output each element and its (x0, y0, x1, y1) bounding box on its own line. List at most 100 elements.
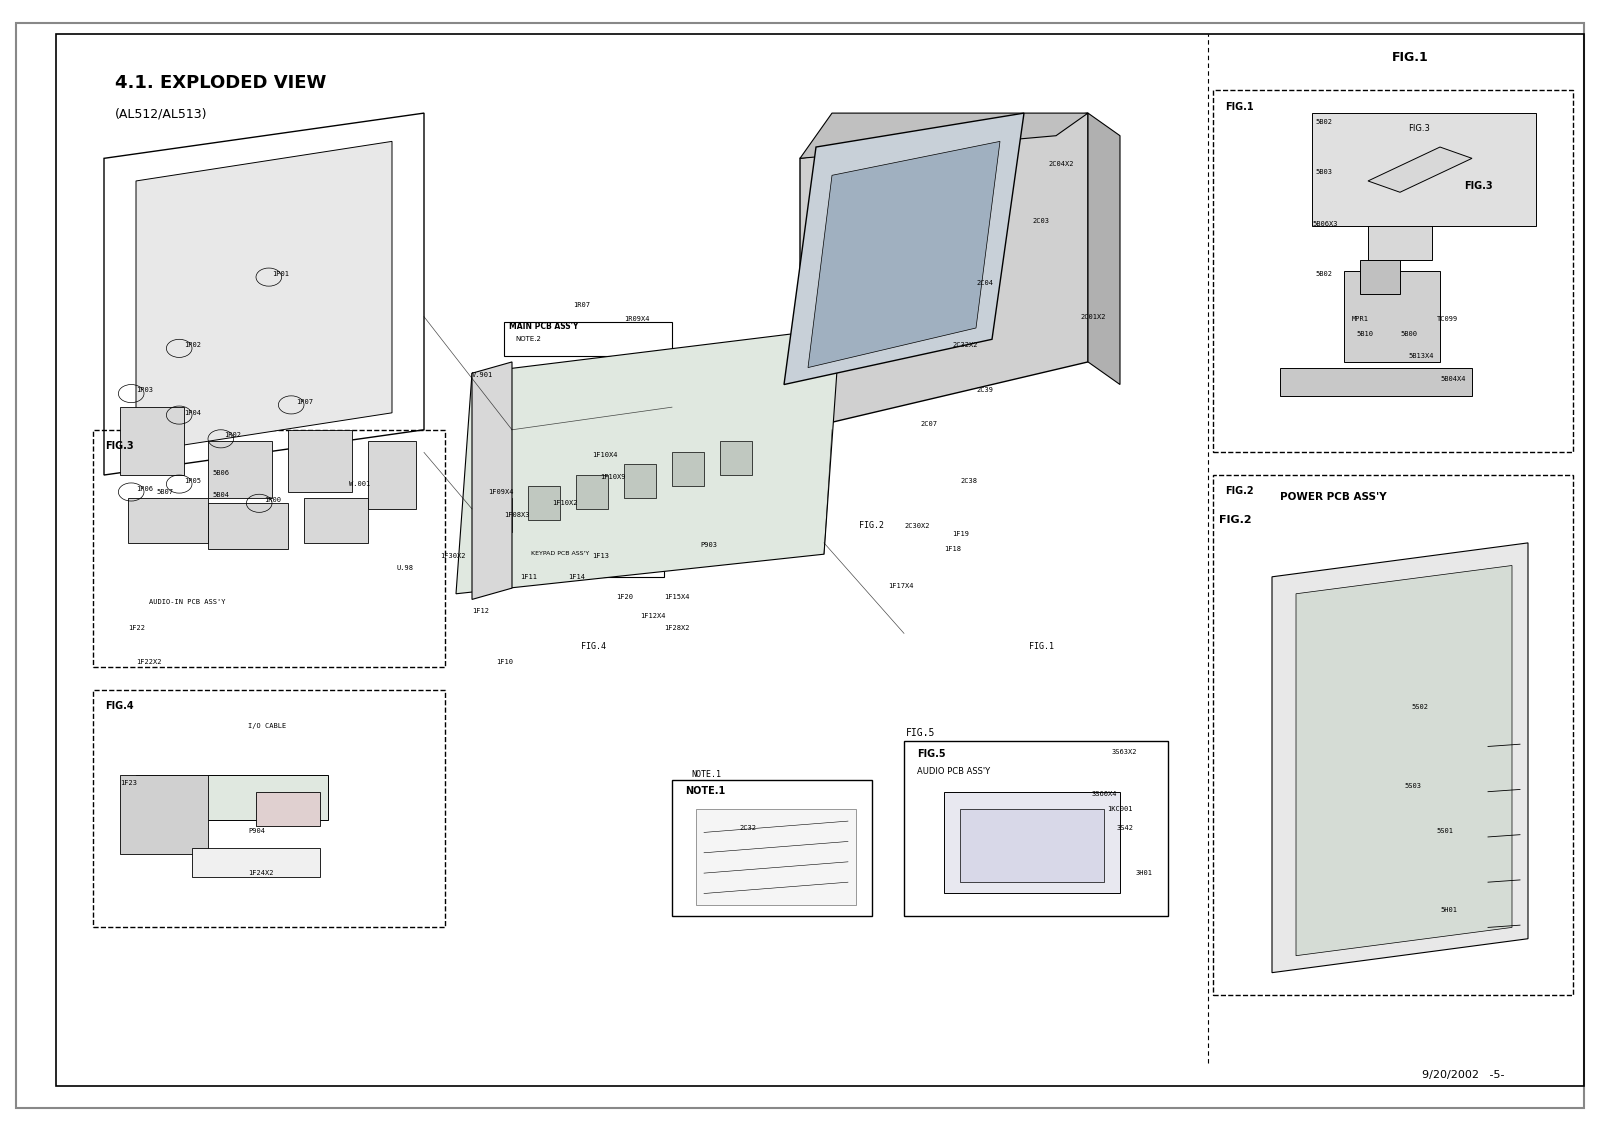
Text: FIG.2: FIG.2 (859, 521, 885, 530)
Text: FIG.3: FIG.3 (1464, 181, 1493, 191)
Text: FIG.4: FIG.4 (106, 701, 134, 711)
Text: 1F15X4: 1F15X4 (664, 594, 690, 601)
Bar (576, 475, 608, 509)
Text: 4.1. EXPLODED VIEW: 4.1. EXPLODED VIEW (115, 74, 326, 92)
Polygon shape (1296, 566, 1512, 956)
Bar (1368, 204, 1432, 260)
Bar (120, 407, 184, 475)
Bar (624, 464, 656, 498)
Text: 1P02: 1P02 (184, 342, 202, 348)
Text: POWER PCB ASS'Y: POWER PCB ASS'Y (1280, 492, 1387, 502)
Text: 1F09X4: 1F09X4 (488, 489, 514, 495)
Text: 1P07: 1P07 (296, 398, 314, 405)
Text: 1F13: 1F13 (592, 553, 610, 560)
Text: 3H01: 3H01 (1136, 870, 1154, 877)
Text: KEYPAD PCB ASS'Y: KEYPAD PCB ASS'Y (531, 551, 589, 555)
Text: 5S02: 5S02 (1411, 703, 1429, 710)
Text: AUDIO-IN PCB ASS'Y: AUDIO-IN PCB ASS'Y (149, 598, 226, 605)
Text: 1F10: 1F10 (496, 658, 514, 665)
Text: FIG.2: FIG.2 (1226, 486, 1254, 497)
Text: 2C04: 2C04 (976, 279, 994, 286)
Bar (256, 792, 320, 826)
Text: FIG.3: FIG.3 (1408, 124, 1430, 133)
Text: 1F12X4: 1F12X4 (640, 613, 666, 620)
Bar (944, 792, 1120, 893)
Bar (528, 486, 560, 520)
Polygon shape (800, 113, 1088, 158)
Polygon shape (1368, 147, 1472, 192)
Text: 1F18: 1F18 (944, 545, 962, 552)
Text: NOTE.1: NOTE.1 (691, 770, 722, 779)
Text: 5B00: 5B00 (1400, 330, 1418, 337)
Polygon shape (784, 113, 1024, 385)
Text: 2C01X2: 2C01X2 (1080, 313, 1106, 320)
Text: 5B04: 5B04 (213, 492, 230, 499)
Text: 5B10: 5B10 (1357, 330, 1374, 337)
Text: 1P06: 1P06 (136, 485, 154, 492)
Bar (1213, 475, 1573, 995)
Text: NOTE.2: NOTE.2 (515, 336, 541, 342)
Text: 5B06X3: 5B06X3 (1312, 221, 1338, 227)
Text: 1F17X4: 1F17X4 (888, 582, 914, 589)
Text: 5B04X4: 5B04X4 (1440, 375, 1466, 382)
Bar (480, 498, 512, 532)
Text: 1F12: 1F12 (472, 607, 490, 614)
Text: TC099: TC099 (1437, 316, 1458, 322)
Text: FIG.2: FIG.2 (1219, 515, 1251, 525)
Bar (720, 441, 752, 475)
Polygon shape (800, 113, 1088, 430)
Text: I/O CABLE: I/O CABLE (248, 723, 286, 729)
Text: 2C03: 2C03 (1032, 217, 1050, 224)
Text: 2C07: 2C07 (920, 421, 938, 428)
Bar (672, 452, 704, 486)
Text: 5B03: 5B03 (1315, 169, 1333, 175)
Text: 1P03: 1P03 (136, 387, 154, 394)
Text: 5B07: 5B07 (157, 489, 174, 495)
Bar (904, 741, 1168, 916)
Text: FIG.5: FIG.5 (906, 728, 934, 737)
Polygon shape (1088, 113, 1120, 385)
Text: 1KC001: 1KC001 (1107, 805, 1133, 812)
Text: 1R00: 1R00 (264, 497, 282, 503)
Text: V.901: V.901 (472, 372, 493, 379)
Text: AUDIO PCB ASS'Y: AUDIO PCB ASS'Y (917, 767, 990, 776)
Text: 1F10X4: 1F10X4 (592, 451, 618, 458)
Text: 1F08X3: 1F08X3 (504, 511, 530, 518)
Text: MAIN PCB ASS'Y: MAIN PCB ASS'Y (509, 322, 578, 331)
Bar (208, 441, 272, 498)
Text: 2C39: 2C39 (976, 387, 994, 394)
Bar (128, 498, 208, 543)
Bar (672, 780, 872, 916)
Text: 5B13X4: 5B13X4 (1408, 353, 1434, 360)
Text: 1F22: 1F22 (128, 624, 146, 631)
Text: 1P01: 1P01 (272, 270, 290, 277)
Text: FIG.1: FIG.1 (1226, 102, 1254, 112)
Text: 1F19: 1F19 (952, 530, 970, 537)
Text: 1R09X4: 1R09X4 (624, 316, 650, 322)
Bar (1213, 90, 1573, 452)
Bar (93, 690, 445, 927)
Bar (504, 322, 672, 356)
Text: 5B02: 5B02 (1315, 119, 1333, 126)
Bar (288, 430, 352, 492)
Bar (208, 503, 288, 549)
Text: 5S03: 5S03 (1405, 783, 1422, 789)
Text: 3S60X4: 3S60X4 (1091, 791, 1117, 797)
Text: FIG.1: FIG.1 (1029, 642, 1054, 651)
Text: 5H01: 5H01 (1440, 907, 1458, 914)
Text: W.001: W.001 (349, 481, 370, 487)
Text: P903: P903 (701, 542, 718, 549)
Text: 2C04X2: 2C04X2 (1048, 161, 1074, 167)
Text: MPR1: MPR1 (1352, 316, 1370, 322)
Text: FIG.4: FIG.4 (581, 642, 606, 651)
Text: 3S63X2: 3S63X2 (1112, 749, 1138, 756)
Text: 5B06: 5B06 (213, 469, 230, 476)
Text: 1F30X2: 1F30X2 (440, 553, 466, 560)
Bar (120, 775, 208, 854)
Bar (960, 809, 1104, 882)
Bar (368, 441, 416, 509)
Bar (696, 809, 856, 905)
Text: 5B02: 5B02 (1315, 270, 1333, 277)
Bar (1312, 113, 1536, 226)
Text: 1R07: 1R07 (573, 302, 590, 309)
